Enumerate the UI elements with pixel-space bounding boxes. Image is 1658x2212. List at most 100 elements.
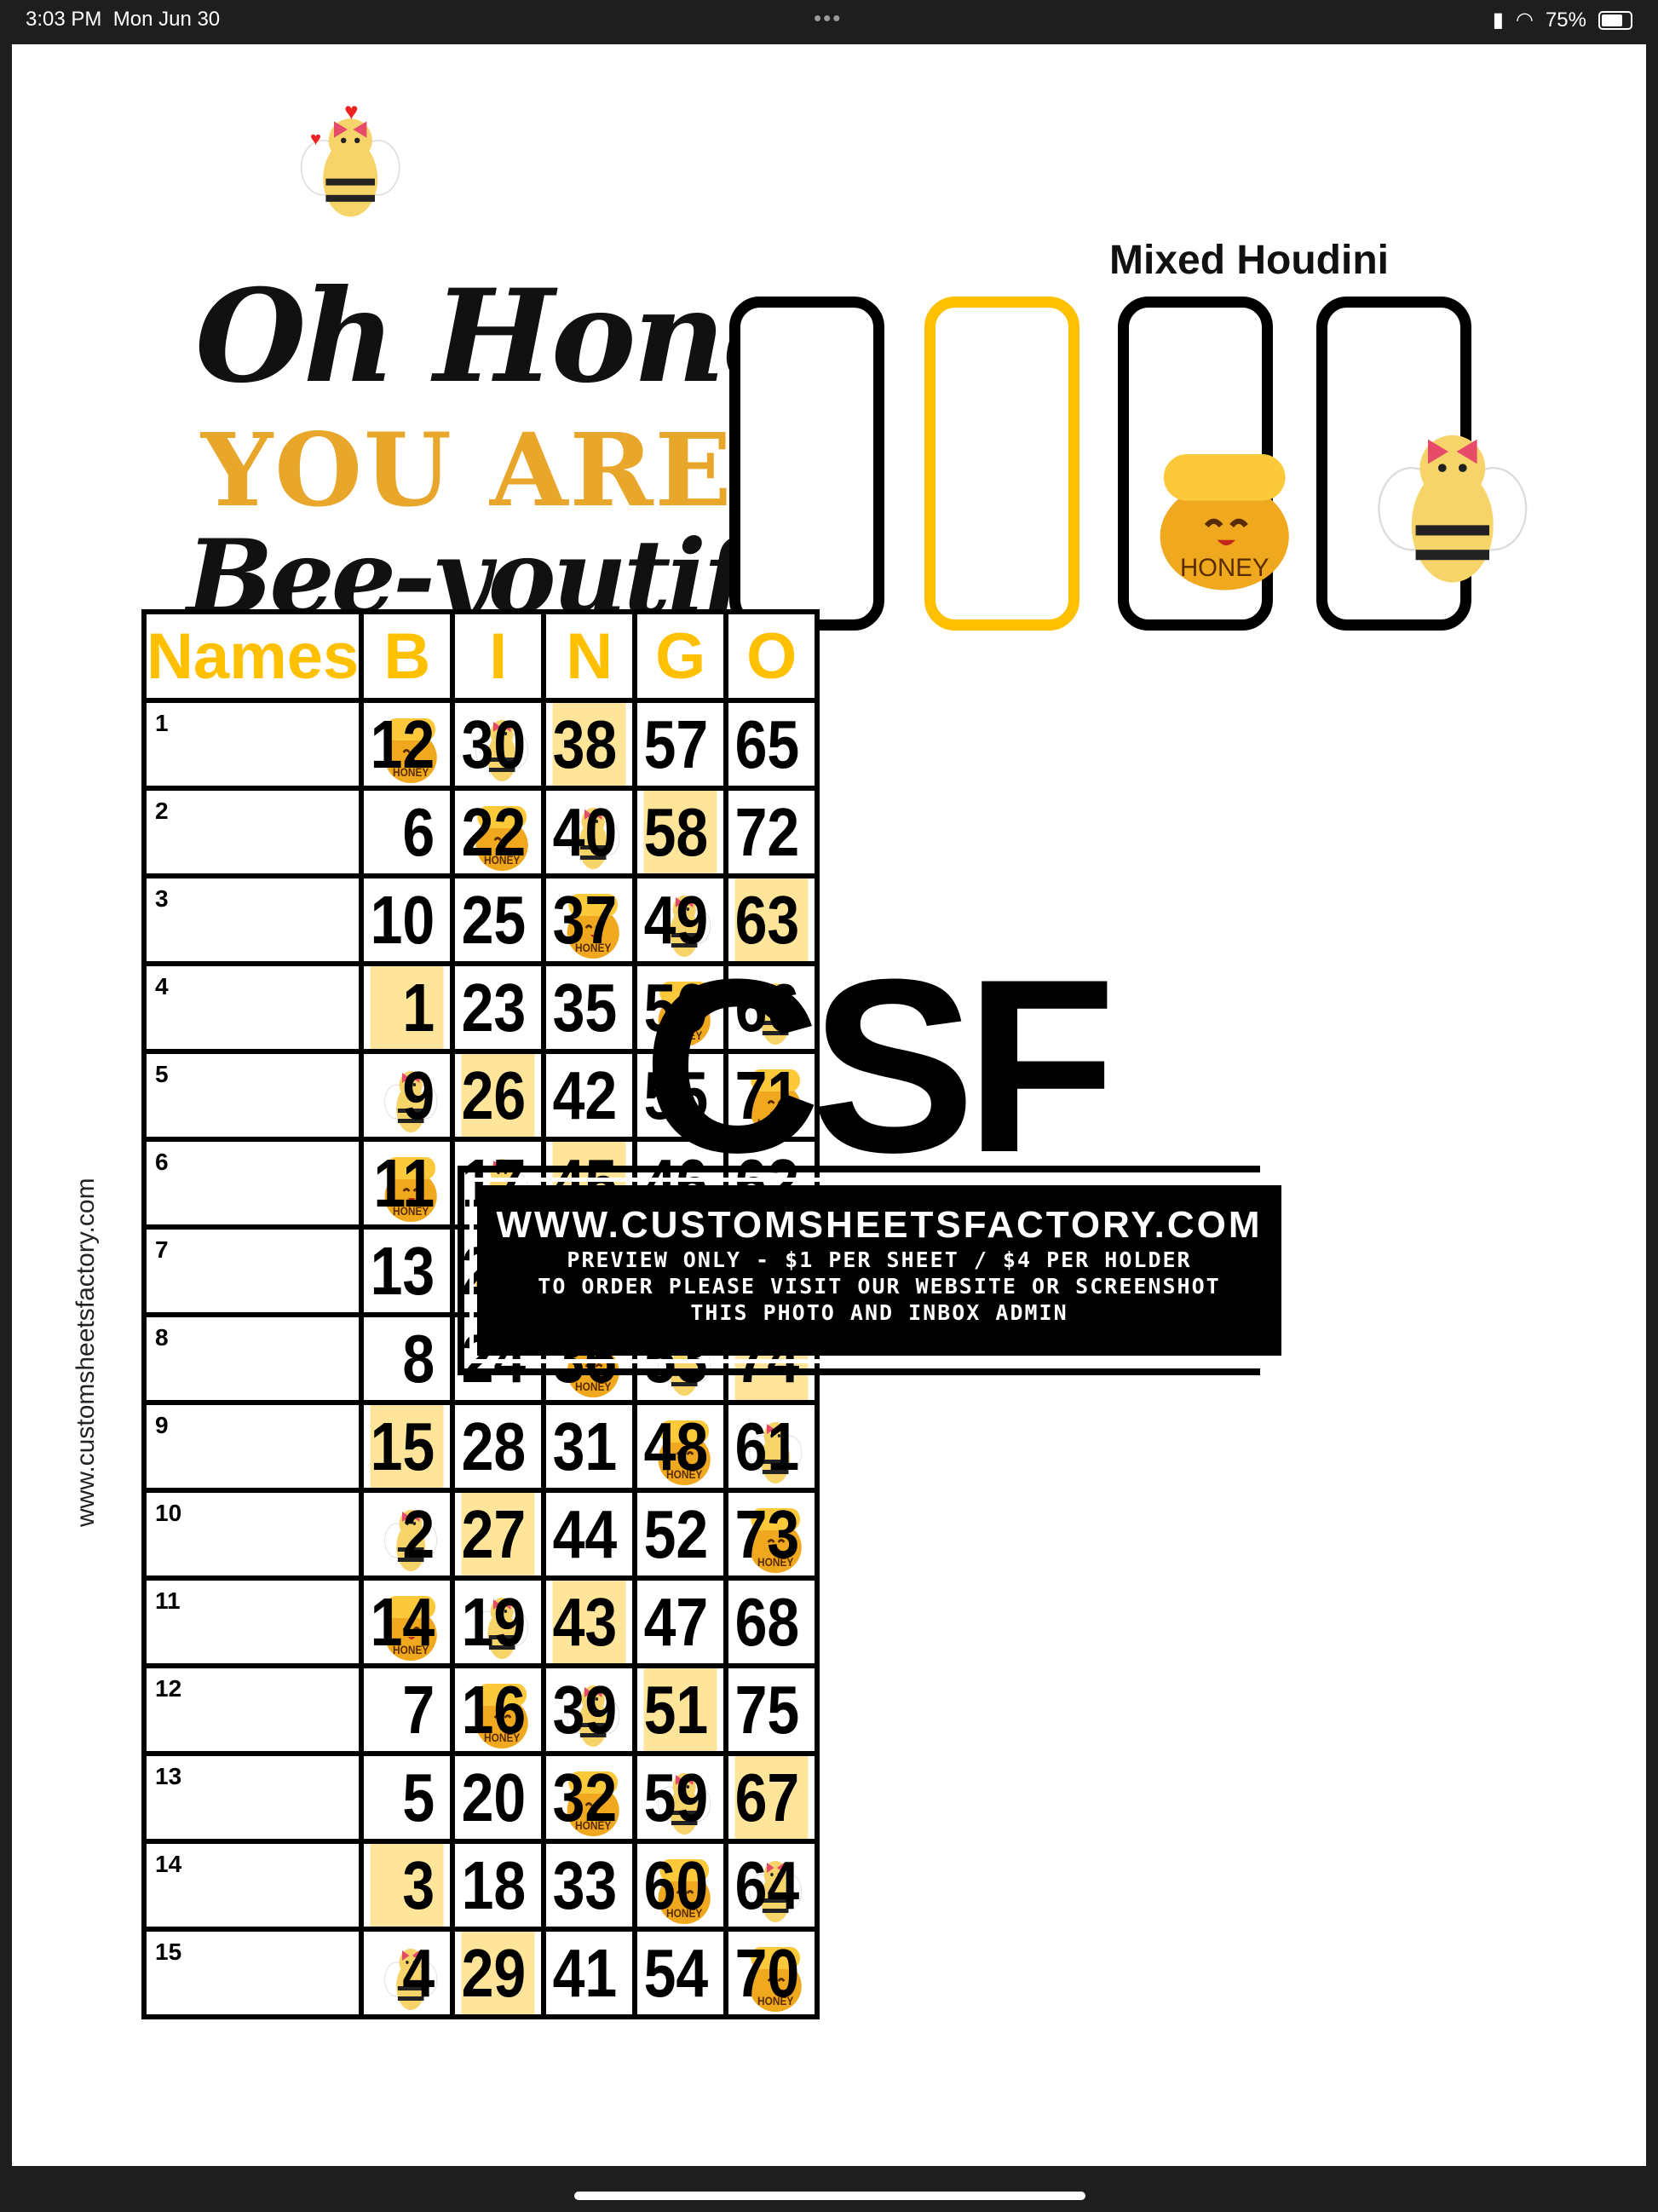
bingo-number: 71 — [734, 1057, 800, 1133]
bingo-number: 30 — [461, 706, 527, 782]
number-cell: 8 — [366, 1312, 448, 1405]
bingo-number: 64 — [734, 1846, 800, 1923]
number-cell: 32 — [548, 1751, 630, 1844]
watermark-logo: CSF — [642, 928, 1116, 1204]
table-row: 14 3 18 33 60 64 — [141, 1839, 817, 1932]
number-cell: 55 — [639, 1049, 722, 1142]
bingo-number: 25 — [461, 881, 527, 958]
bingo-number: 22 — [461, 793, 527, 870]
row-number: 11 — [155, 1587, 181, 1614]
bingo-number: 1 — [402, 969, 435, 1046]
table-row: 15 4 29 41 54 70 — [141, 1927, 817, 2019]
number-cell: 9 — [366, 1049, 448, 1142]
name-cell[interactable]: 2 — [141, 786, 365, 878]
column-header-o: O — [723, 609, 820, 703]
number-cell: 1 — [366, 961, 448, 1054]
status-bar: 3:03 PM Mon Jun 30 ••• ▮ ◠ 75% — [0, 0, 1658, 39]
home-indicator[interactable] — [574, 2192, 1085, 2200]
bingo-number: 6 — [402, 793, 435, 870]
name-cell[interactable]: 1 — [141, 698, 365, 791]
name-cell[interactable]: 6 — [141, 1137, 365, 1230]
number-cell: 40 — [548, 786, 630, 878]
bingo-number: 54 — [643, 1934, 709, 2011]
bingo-number: 66 — [734, 969, 800, 1046]
bingo-number: 29 — [461, 1934, 527, 2011]
row-number: 13 — [155, 1763, 182, 1789]
bingo-number: 68 — [734, 1583, 800, 1660]
table-row: 9 15 28 31 48 61 — [141, 1400, 817, 1493]
row-number: 7 — [155, 1236, 169, 1263]
row-number: 10 — [155, 1500, 182, 1526]
name-cell[interactable]: 13 — [141, 1751, 365, 1844]
number-cell: 7 — [366, 1663, 448, 1756]
bingo-number: 13 — [370, 1232, 435, 1309]
bingo-number: 72 — [734, 793, 800, 870]
bingo-number: 18 — [461, 1846, 527, 1923]
bingo-number: 65 — [734, 706, 800, 782]
watermark-frame — [458, 1166, 1260, 1375]
number-cell: 63 — [730, 873, 813, 966]
name-cell[interactable]: 15 — [141, 1927, 365, 2019]
number-cell: 57 — [639, 698, 722, 791]
number-cell: 23 — [457, 961, 539, 1054]
table-row: 3 10 25 37 49 63 — [141, 873, 817, 966]
name-cell[interactable]: 5 — [141, 1049, 365, 1142]
number-cell: 20 — [457, 1751, 539, 1844]
number-cell: 13 — [366, 1224, 448, 1317]
column-header-g: G — [632, 609, 729, 703]
column-header-b: B — [359, 609, 456, 703]
name-cell[interactable]: 11 — [141, 1575, 365, 1668]
number-cell: 25 — [457, 873, 539, 966]
number-cell: 68 — [730, 1575, 813, 1668]
table-row: 4 1 23 35 50 66 — [141, 961, 817, 1054]
name-cell[interactable]: 7 — [141, 1224, 365, 1317]
multitask-dots-icon[interactable]: ••• — [814, 5, 843, 31]
bingo-number: 44 — [552, 1495, 618, 1572]
row-number: 6 — [155, 1149, 169, 1175]
bingo-number: 7 — [402, 1671, 435, 1748]
number-cell: 19 — [457, 1575, 539, 1668]
bingo-number: 23 — [461, 969, 527, 1046]
bee-icon — [1378, 434, 1528, 584]
number-cell: 51 — [639, 1663, 722, 1756]
bingo-number: 70 — [734, 1934, 800, 2011]
bingo-number: 58 — [643, 793, 709, 870]
row-number: 1 — [155, 710, 169, 736]
bingo-number: 10 — [370, 881, 435, 958]
bingo-number: 5 — [402, 1759, 435, 1835]
name-cell[interactable]: 14 — [141, 1839, 365, 1932]
bingo-number: 19 — [461, 1583, 527, 1660]
number-cell: 22 — [457, 786, 539, 878]
bingo-number: 52 — [643, 1495, 709, 1572]
bingo-number: 51 — [643, 1671, 709, 1748]
name-cell[interactable]: 9 — [141, 1400, 365, 1493]
number-cell: 66 — [730, 961, 813, 1054]
camera-icon: ▮ — [1492, 9, 1504, 32]
watermark-url: WWW.CUSTOMSHEETSFACTORY.COM — [496, 1204, 1263, 1246]
bee-mascot-icon: ♥♥ — [300, 102, 400, 218]
number-cell: 18 — [457, 1839, 539, 1932]
number-cell: 29 — [457, 1927, 539, 2019]
number-cell: 37 — [548, 873, 630, 966]
row-number: 4 — [155, 973, 169, 999]
number-cell: 71 — [730, 1049, 813, 1142]
number-cell: 52 — [639, 1488, 722, 1581]
number-cell: 31 — [548, 1400, 630, 1493]
name-cell[interactable]: 10 — [141, 1488, 365, 1581]
status-time-date: 3:03 PM Mon Jun 30 — [26, 8, 221, 31]
name-cell[interactable]: 4 — [141, 961, 365, 1054]
bingo-number: 12 — [370, 706, 435, 782]
name-cell[interactable]: 12 — [141, 1663, 365, 1756]
name-cell[interactable]: 8 — [141, 1312, 365, 1405]
number-cell: 64 — [730, 1839, 813, 1932]
bingo-number: 61 — [734, 1408, 800, 1484]
bingo-number: 8 — [402, 1320, 435, 1397]
name-cell[interactable]: 3 — [141, 873, 365, 966]
number-cell: 49 — [639, 873, 722, 966]
number-cell: 59 — [639, 1751, 722, 1844]
title-you-are: YOU ARE — [201, 411, 734, 529]
bingo-number: 73 — [734, 1495, 800, 1572]
bingo-number: 28 — [461, 1408, 527, 1484]
row-number: 14 — [155, 1851, 182, 1877]
number-cell: 42 — [548, 1049, 630, 1142]
